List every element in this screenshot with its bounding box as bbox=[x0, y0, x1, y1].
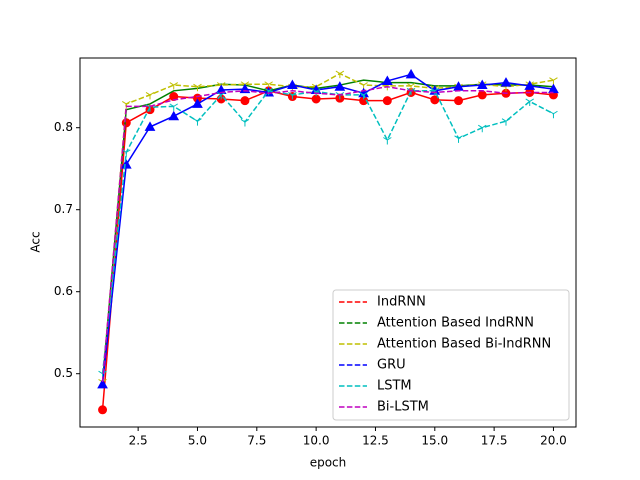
y-tick-label: 0.8 bbox=[54, 120, 73, 134]
marker bbox=[215, 84, 227, 94]
marker bbox=[405, 68, 417, 79]
plot-frame bbox=[79, 57, 577, 428]
marker bbox=[120, 159, 132, 169]
marker bbox=[168, 110, 180, 121]
line bbox=[101, 73, 554, 385]
marker bbox=[500, 77, 512, 87]
marker bbox=[169, 82, 179, 90]
legend-label: Attention Based IndRNN bbox=[377, 316, 534, 331]
line bbox=[101, 85, 554, 382]
x-tick-label: 10.0 bbox=[303, 434, 330, 448]
legend: IndRNN Attention Based IndRNN Attention Ba… bbox=[332, 289, 570, 421]
marker bbox=[122, 100, 131, 109]
x-tick-label: 7.5 bbox=[247, 434, 266, 448]
marker bbox=[454, 96, 464, 106]
y-tick-label: 0.5 bbox=[54, 366, 73, 380]
x-tick-label: 5.0 bbox=[188, 434, 207, 448]
legend-label: GRU bbox=[377, 358, 406, 373]
marker bbox=[334, 81, 346, 91]
marker bbox=[288, 91, 297, 100]
marker bbox=[193, 118, 202, 126]
marker bbox=[548, 83, 559, 94]
marker bbox=[406, 82, 416, 91]
x-tick-label: 17.5 bbox=[481, 434, 508, 448]
marker bbox=[477, 124, 487, 133]
marker bbox=[121, 118, 131, 128]
x-tick-label: 15.0 bbox=[421, 434, 448, 448]
line bbox=[101, 89, 554, 374]
marker bbox=[240, 119, 250, 127]
marker bbox=[381, 75, 393, 85]
legend-label: Bi-LSTM bbox=[377, 400, 429, 415]
marker bbox=[287, 79, 298, 90]
marker bbox=[477, 90, 487, 100]
marker bbox=[525, 98, 534, 106]
marker bbox=[430, 95, 440, 105]
y-axis-label: Acc bbox=[29, 231, 43, 252]
marker bbox=[169, 103, 179, 111]
marker bbox=[476, 79, 488, 90]
x-axis-label: epoch bbox=[310, 456, 347, 470]
marker bbox=[524, 80, 536, 90]
marker bbox=[311, 94, 321, 104]
y-tick-label: 0.6 bbox=[54, 284, 73, 298]
marker bbox=[98, 405, 108, 415]
marker bbox=[382, 96, 392, 106]
x-tick-label: 20.0 bbox=[540, 434, 567, 448]
marker bbox=[145, 91, 155, 100]
marker bbox=[359, 91, 368, 100]
legend-label: IndRNN bbox=[377, 295, 426, 310]
legend-label: LSTM bbox=[377, 379, 412, 394]
marker bbox=[193, 83, 202, 92]
legend-label: Attention Based Bi-IndRNN bbox=[377, 337, 551, 352]
x-tick-label: 2.5 bbox=[129, 434, 148, 448]
marker bbox=[97, 378, 108, 389]
legend-box bbox=[332, 289, 570, 421]
marker bbox=[192, 98, 203, 108]
marker bbox=[240, 96, 250, 106]
marker bbox=[549, 110, 558, 119]
x-tick-label: 12.5 bbox=[362, 434, 389, 448]
marker bbox=[383, 137, 392, 145]
marker bbox=[335, 70, 345, 79]
marker bbox=[501, 118, 511, 126]
marker bbox=[144, 121, 156, 131]
marker bbox=[454, 135, 463, 143]
y-tick-label: 0.7 bbox=[54, 202, 73, 216]
